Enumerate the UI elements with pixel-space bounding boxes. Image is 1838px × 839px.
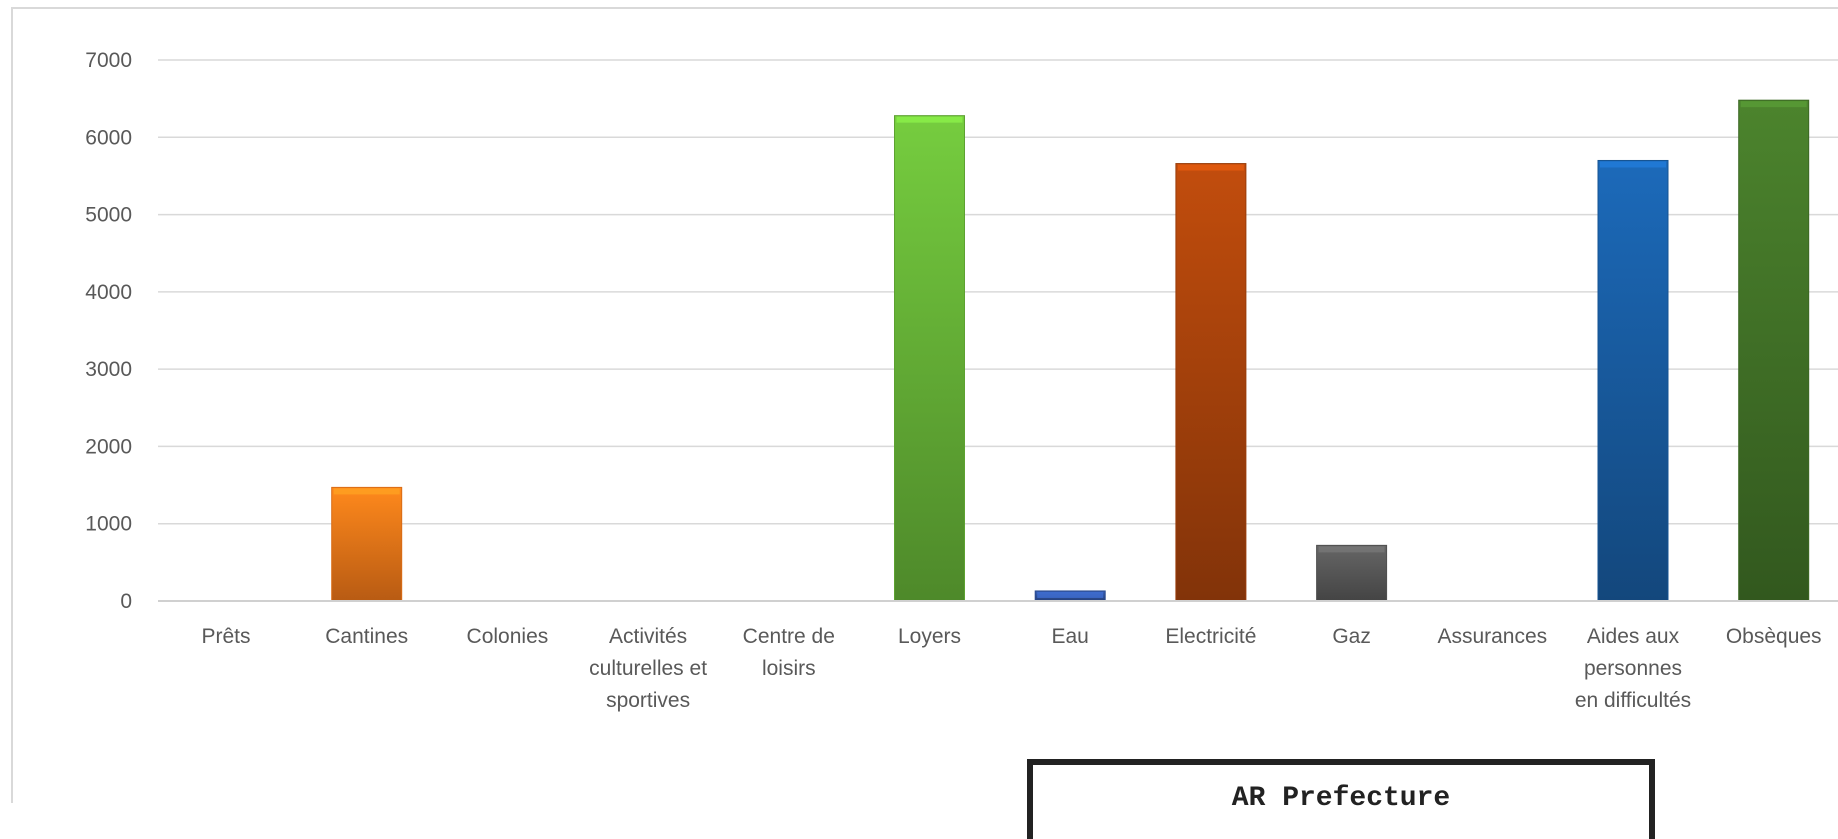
bar <box>1316 544 1388 602</box>
bar <box>331 486 403 602</box>
stamp-title: AR Prefecture <box>1231 783 1451 814</box>
bar-highlight <box>1740 101 1807 108</box>
x-tick-label: Obsèques <box>1726 625 1822 648</box>
x-tick-label: Aides aux personnes en difficultés <box>1575 625 1691 712</box>
y-axis: 0 1000 2000 3000 4000 5000 6000 7000 <box>85 49 132 613</box>
x-tick-label: Loyers <box>898 625 961 648</box>
y-tick-label: 3000 <box>85 358 132 381</box>
gridlines <box>158 59 1838 525</box>
x-tick-label: Gaz <box>1332 625 1371 648</box>
x-tick-label: Prêts <box>201 625 250 648</box>
x-tick-label: Assurances <box>1437 625 1547 648</box>
bar <box>1738 99 1810 602</box>
bar <box>894 115 965 602</box>
chart-border <box>11 7 1838 803</box>
bar-highlight <box>896 116 963 123</box>
bar <box>1597 159 1669 602</box>
bar <box>1175 163 1247 602</box>
chart-frame: 0 1000 2000 3000 4000 5000 6000 7000 Prêts Canti… <box>11 7 1838 839</box>
bar-chart: 0 1000 2000 3000 4000 5000 6000 7000 Prêts Canti… <box>11 7 1838 803</box>
x-tick-label: Centre de loisirs <box>743 625 835 680</box>
bar-highlight <box>1037 591 1104 598</box>
bar-highlight <box>333 488 400 495</box>
x-tick-label: Electricité <box>1165 625 1256 648</box>
y-tick-label: 2000 <box>85 435 132 458</box>
stamp-box: AR Prefecture <box>1027 759 1655 839</box>
y-tick-label: 7000 <box>85 49 132 72</box>
bar-highlight <box>1600 161 1666 168</box>
x-tick-label: Eau <box>1052 625 1089 648</box>
y-tick-label: 1000 <box>85 513 132 536</box>
x-tick-label: Cantines <box>325 625 408 648</box>
x-tick-label: Activités culturelles et sportives <box>589 625 707 712</box>
bar-highlight <box>1177 164 1244 171</box>
y-tick-label: 5000 <box>85 204 132 227</box>
y-tick-label: 4000 <box>85 281 132 304</box>
y-tick-label: 6000 <box>85 126 132 149</box>
bar-highlight <box>1318 546 1385 553</box>
bars <box>331 99 1810 602</box>
y-tick-label: 0 <box>120 590 132 613</box>
x-axis: Prêts Cantines Colonies Activités culturelle… <box>201 625 1821 712</box>
x-tick-label: Colonies <box>467 625 549 648</box>
